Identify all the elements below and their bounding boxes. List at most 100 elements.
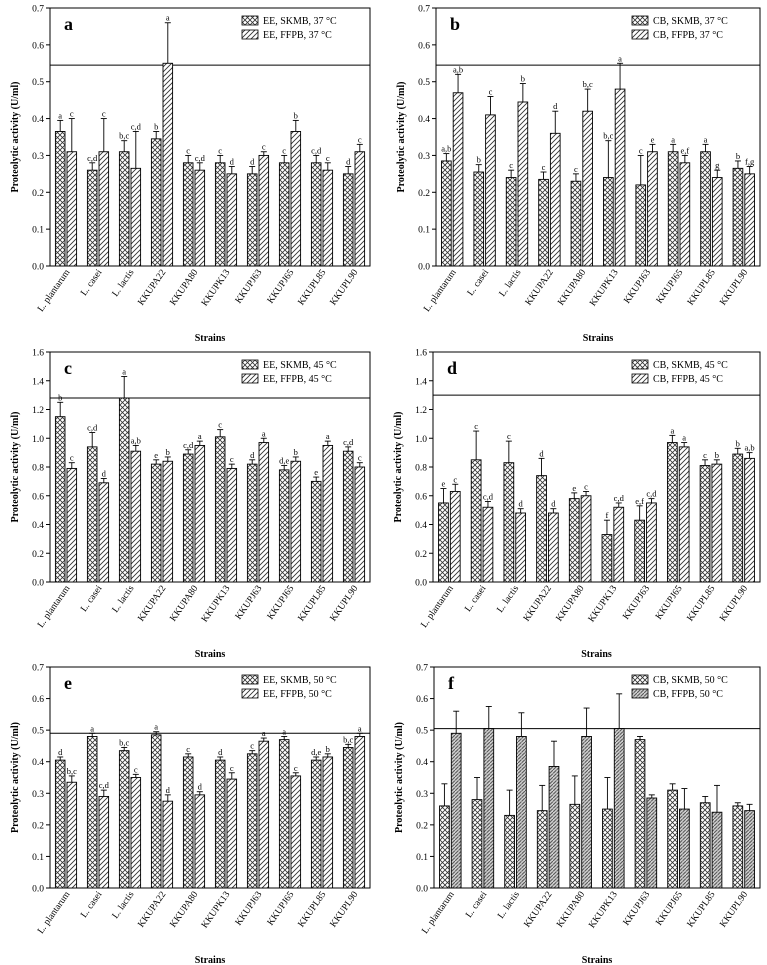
y-tick-label: 0.1 (32, 853, 44, 863)
y-tick-label: 0.4 (416, 758, 428, 768)
significance-label: e (651, 134, 655, 144)
bar (98, 482, 110, 583)
significance-label: a,b (441, 144, 451, 154)
significance-label: c (230, 763, 234, 773)
significance-label: d (551, 499, 556, 509)
bar (699, 802, 711, 889)
bar (667, 789, 678, 889)
y-tick-label: 1.4 (415, 377, 427, 387)
y-tick-label: 0.1 (418, 226, 430, 236)
bar (711, 811, 723, 889)
category-label: KKUPK13 (200, 890, 233, 931)
bar (548, 766, 560, 889)
bar (258, 740, 270, 889)
significance-label: e,f (635, 496, 644, 506)
legend: CB, SKMB, 37 °C CB, FFPB, 37 °C (631, 15, 728, 41)
bar (473, 171, 485, 267)
significance-label: c,d (646, 489, 657, 499)
bar (515, 512, 527, 583)
bar (246, 173, 258, 267)
y-tick-label: 0.7 (416, 664, 428, 674)
y-tick-label: 0.6 (416, 695, 428, 705)
significance-label: b,c (343, 734, 353, 744)
bar (182, 756, 194, 889)
significance-label: c (453, 474, 457, 484)
bar (470, 459, 482, 583)
category-label: KKUPA80 (169, 584, 201, 624)
plot-frame (435, 7, 761, 267)
category-label: L. lactis (495, 584, 521, 615)
significance-label: f (606, 510, 609, 520)
bar (646, 502, 657, 583)
bar (503, 462, 515, 583)
significance-label: d (346, 156, 351, 166)
y-axis-title: Proteolytic activity (U/ml) (10, 82, 21, 193)
significance-label: c,d (343, 437, 354, 447)
significance-label: a (282, 726, 286, 736)
y-tick-label: 0.5 (32, 78, 44, 88)
significance-label: c (509, 160, 513, 170)
bar (98, 151, 110, 267)
category-label: KKUPK13 (587, 890, 620, 931)
significance-label: c,d (614, 493, 625, 503)
significance-label: b (715, 450, 719, 460)
y-tick-label: 0.5 (32, 727, 44, 737)
significance-label: c (70, 109, 74, 119)
bar (98, 795, 110, 889)
category-label: KKUPA22 (137, 584, 169, 624)
significance-label: b (736, 151, 740, 161)
y-tick-label: 0.3 (32, 790, 44, 800)
significance-label: d (58, 747, 63, 757)
bar (441, 160, 452, 267)
bar (744, 457, 755, 583)
category-label: KKUPL90 (718, 890, 750, 930)
bar (613, 728, 625, 889)
bar (86, 736, 98, 889)
bar (581, 736, 592, 889)
significance-label: b (477, 155, 481, 165)
category-label: KKUPA22 (137, 268, 169, 308)
bar (602, 808, 613, 889)
significance-label: a,b (131, 435, 141, 445)
legend-entry: CB, SKMB, 50 °C (653, 675, 728, 686)
bar (666, 442, 678, 583)
significance-label: d (218, 747, 223, 757)
x-axis-title: Strains (195, 649, 226, 660)
category-label: KKUPJ63 (234, 584, 265, 622)
legend: CB, SKMB, 45 °C CB, FFPB, 45 °C (631, 359, 728, 385)
category-label: KKUPA80 (556, 268, 588, 308)
bar (182, 453, 194, 583)
bar (278, 469, 290, 583)
bar (354, 151, 366, 267)
legend-swatch (631, 373, 649, 384)
significance-label: a (166, 13, 170, 23)
y-tick-label: 1.6 (32, 349, 44, 359)
significance-label: c (489, 86, 493, 96)
category-label: KKUPL85 (297, 890, 329, 930)
y-tick-label: 0.0 (415, 579, 427, 589)
y-tick-label: 0.2 (32, 821, 44, 831)
category-label: KKUPJ63 (234, 268, 265, 306)
bar (214, 162, 226, 267)
bar (258, 442, 270, 583)
y-axis-title: Proteolytic activity (U/ml) (393, 412, 404, 523)
bar (634, 519, 645, 583)
significance-label: d (166, 785, 171, 795)
y-tick-label: 0.2 (418, 189, 430, 199)
significance-label: c (358, 453, 362, 463)
chart-panel-b: 0.0 0.1 0.2 0.3 0.4 0.5 0.6 0.7 a,b b c c c b,c c a a b a,… (396, 5, 761, 344)
bar (290, 131, 302, 267)
legend-entry: EE, FFPB, 37 °C (263, 30, 332, 41)
legend-swatch (631, 359, 649, 370)
bar (118, 397, 130, 583)
significance-label: d (102, 469, 107, 479)
significance-label: b,c (119, 738, 129, 748)
category-label: L. casei (466, 268, 491, 298)
bar (613, 506, 625, 583)
significance-label: c (230, 454, 234, 464)
bar (310, 162, 322, 267)
y-tick-label: 0.2 (415, 550, 427, 560)
y-tick-label: 0.3 (416, 790, 428, 800)
bar (130, 167, 142, 267)
